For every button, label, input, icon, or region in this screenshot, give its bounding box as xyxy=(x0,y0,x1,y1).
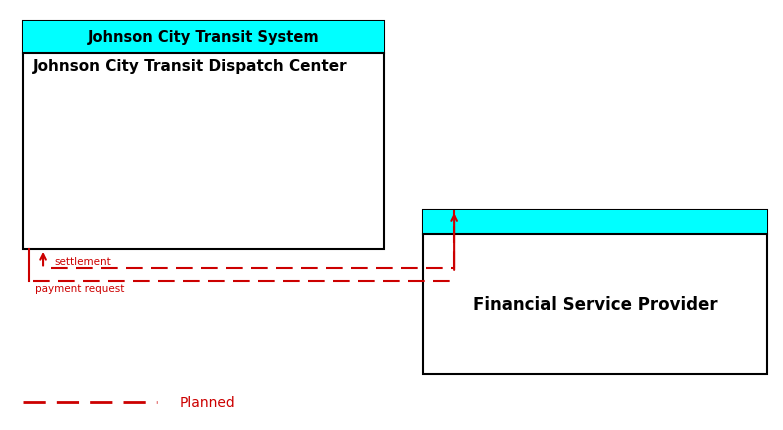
Bar xyxy=(23,22,384,249)
Text: Planned: Planned xyxy=(180,395,236,409)
Text: settlement: settlement xyxy=(55,256,111,266)
Bar xyxy=(423,211,767,234)
Bar xyxy=(423,211,767,374)
Text: Financial Service Provider: Financial Service Provider xyxy=(473,295,717,313)
Text: payment request: payment request xyxy=(35,283,124,293)
Text: Johnson City Transit Dispatch Center: Johnson City Transit Dispatch Center xyxy=(33,59,348,74)
Text: Johnson City Transit System: Johnson City Transit System xyxy=(88,30,319,45)
Bar xyxy=(23,22,384,54)
